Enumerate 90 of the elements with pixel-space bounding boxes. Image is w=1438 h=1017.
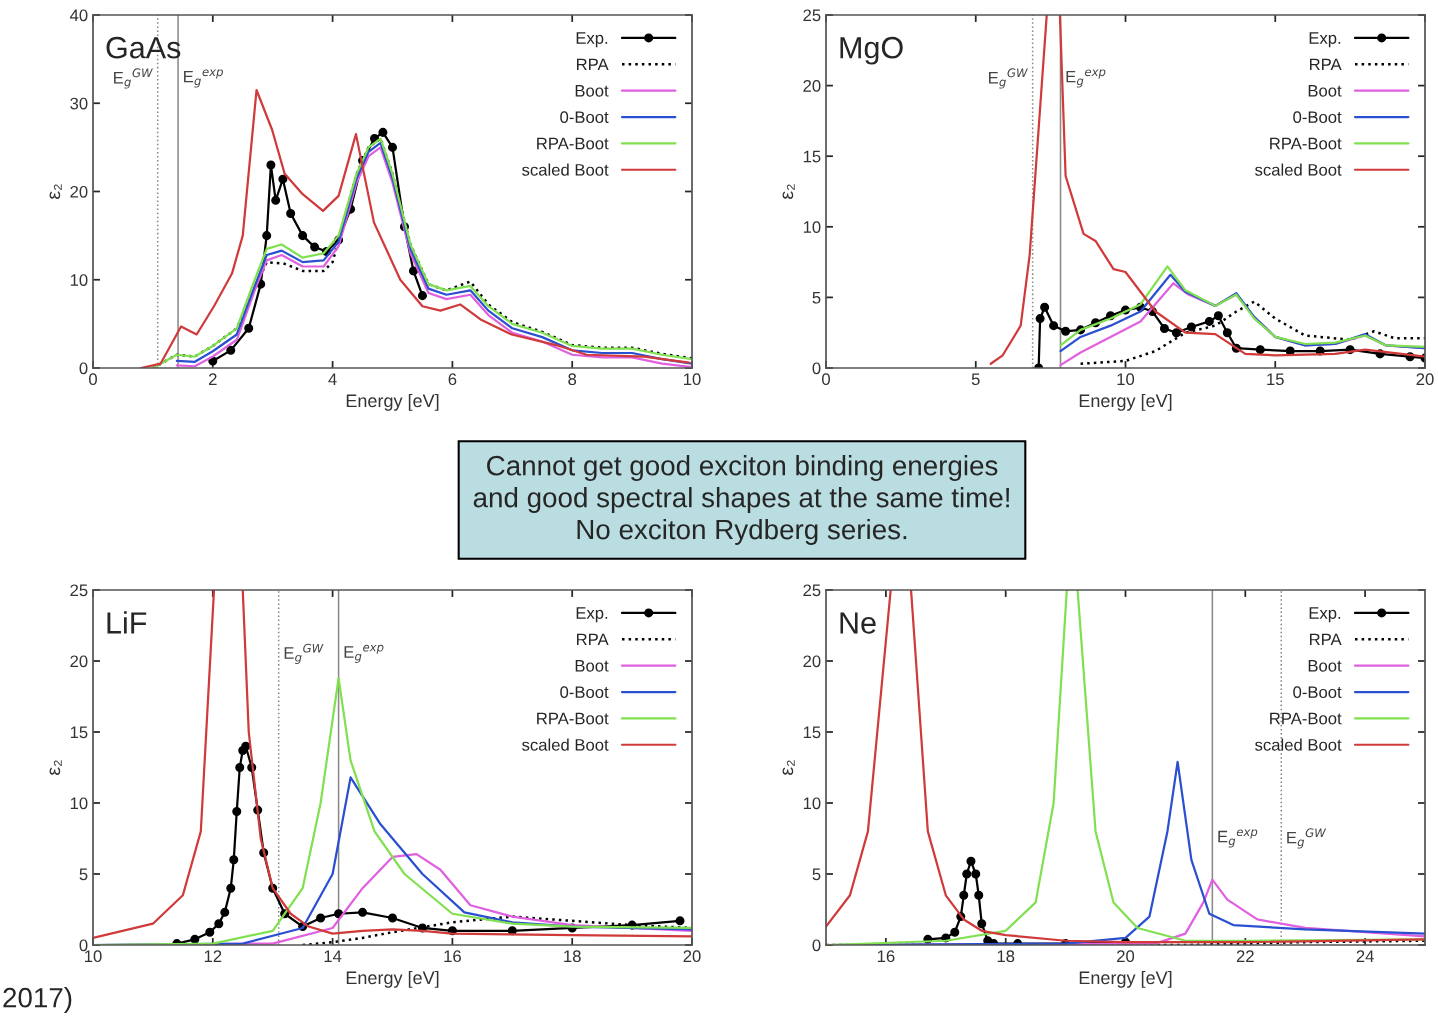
legend-label: scaled Boot [522, 738, 609, 751]
x-axis-title: Energy [eV] [1079, 970, 1172, 988]
y-axis-title: ε₂ [49, 760, 62, 775]
text: MgO [840, 36, 903, 65]
y-tick-label: 5 [812, 868, 821, 881]
y-tick-label: 25 [803, 584, 821, 597]
y-tick-label: 20 [803, 655, 821, 668]
legend-label: RPA-Boot [1270, 712, 1342, 725]
y-tick-label: 15 [70, 726, 88, 739]
y-tick-label: 0 [812, 362, 821, 375]
y-tick-label: 5 [812, 291, 821, 304]
y-tick-label: 0 [812, 939, 821, 952]
legend-label: 0-Boot [1293, 111, 1342, 124]
x-tick-label: 10 [1117, 373, 1135, 386]
legend-label: 0-Boot [560, 686, 609, 699]
text: Ne [840, 612, 876, 634]
y-tick-label: 0 [79, 939, 88, 952]
y-tick-label: 10 [803, 797, 821, 810]
x-tick-label: 20 [1117, 950, 1135, 963]
x-tick-label: 18 [564, 950, 581, 963]
legend-label: RPA [576, 633, 609, 646]
x-tick-label: 20 [1416, 373, 1434, 386]
legend-label: RPA [1309, 633, 1342, 646]
y-tick-label: 10 [70, 274, 88, 286]
x-tick-label: 20 [683, 950, 701, 963]
ref-line-label: E$_{g}$$^{GW}$ [1287, 828, 1327, 849]
ref-line-label: E$_{g}$$^{GW}$ [284, 643, 324, 664]
legend-label: RPA [576, 58, 609, 71]
y-tick-label: 30 [70, 97, 88, 110]
ref-line-label: E$_{g}$$^{GW}$ [989, 68, 1028, 89]
y-tick-label: 5 [79, 868, 88, 881]
x-tick-label: 8 [568, 373, 577, 386]
y-axis-title: ε₂ [782, 760, 795, 775]
legend-label: Boot [1308, 660, 1342, 672]
legend-label: Boot [1308, 85, 1342, 97]
text: GaAs [106, 36, 181, 59]
y-tick-label: 40 [69, 9, 88, 22]
ref-line-label: E$_{g}$$^{exp}$ [1066, 69, 1106, 88]
y-tick-label: 20 [70, 655, 88, 668]
x-tick-label: 16 [444, 950, 461, 963]
y-tick-label: 15 [803, 150, 821, 163]
x-axis-title: Energy [eV] [346, 393, 439, 411]
x-tick-label: 5 [971, 373, 980, 386]
legend-label: Exp. [576, 607, 608, 623]
y-tick-label: 20 [803, 80, 821, 92]
ref-line-label: E$_{g}$$^{exp}$ [344, 644, 384, 663]
y-tick-label: 25 [803, 9, 821, 22]
y-tick-label: 10 [70, 797, 88, 810]
y-tick-label: 15 [803, 726, 821, 739]
x-tick-label: 12 [204, 950, 222, 962]
ref-line-label: E$_{g}$$^{GW}$ [114, 68, 153, 89]
x-tick-label: 15 [1267, 373, 1284, 386]
legend-label: Boot [575, 85, 609, 97]
x-tick-label: 18 [997, 950, 1015, 963]
legend-label: 0-Boot [560, 111, 609, 124]
x-tick-label: 22 [1236, 950, 1254, 962]
ref-line-label: E$_{g}$$^{exp}$ [184, 69, 223, 88]
x-axis-title: Energy [eV] [346, 970, 439, 988]
x-tick-label: 6 [448, 373, 457, 386]
text: 2017) [3, 987, 72, 1013]
y-axis-title: ε₂ [49, 184, 62, 199]
legend-label: Exp. [576, 32, 608, 48]
legend-label: scaled Boot [522, 163, 609, 176]
legend-label: Boot [575, 660, 609, 672]
legend-label: RPA-Boot [537, 712, 609, 725]
legend-label: RPA-Boot [537, 137, 609, 150]
legend-label: scaled Boot [1255, 163, 1342, 176]
y-tick-label: 0 [79, 362, 88, 375]
legend-label: 0-Boot [1293, 686, 1342, 699]
legend-label: scaled Boot [1255, 738, 1342, 751]
x-axis-title: Energy [eV] [1079, 393, 1172, 411]
x-tick-label: 0 [822, 373, 830, 386]
legend-label: Exp. [1309, 607, 1341, 623]
text: Cannot get good exciton binding energies and good spectral shapes at the same time! No exciton Rydberg series. [473, 455, 1009, 545]
legend-label: RPA [1309, 58, 1342, 71]
x-tick-label: 10 [684, 373, 701, 386]
x-tick-label: 24 [1356, 950, 1374, 962]
y-tick-label: 25 [70, 584, 88, 597]
x-tick-label: 4 [328, 373, 337, 385]
x-tick-label: 16 [877, 950, 895, 963]
legend-label: Exp. [1309, 32, 1341, 48]
y-tick-label: 20 [70, 185, 88, 198]
y-tick-label: 10 [803, 221, 821, 233]
x-tick-label: 14 [324, 950, 342, 962]
y-axis-title: ε₂ [782, 184, 795, 199]
text: LiF [107, 611, 147, 634]
x-tick-label: 0 [89, 373, 97, 386]
legend-label: RPA-Boot [1270, 137, 1342, 150]
x-tick-label: 2 [209, 373, 217, 385]
ref-line-label: E$_{g}$$^{exp}$ [1218, 829, 1258, 848]
